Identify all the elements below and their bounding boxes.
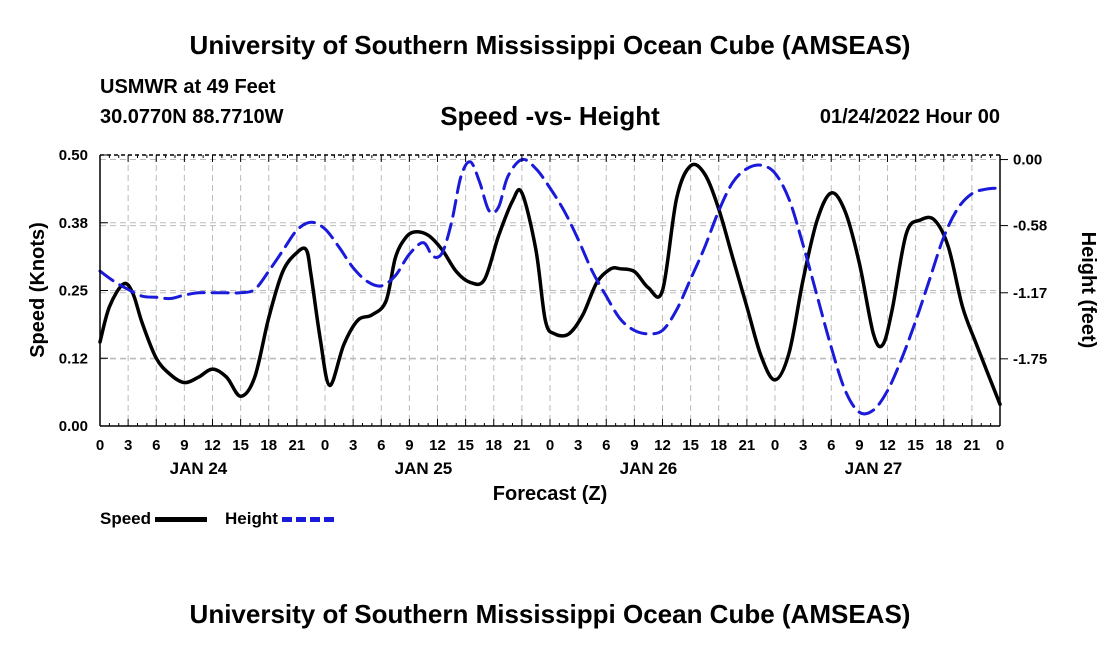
x-tick-label: 21	[289, 437, 306, 454]
x-tick-label: 0	[96, 437, 104, 454]
x-tick-label: 3	[349, 437, 357, 454]
x-tick-label: 18	[485, 437, 502, 454]
y-axis-left-label: Speed (Knots)	[27, 222, 49, 358]
y-left-tick-label: 0.12	[59, 350, 88, 367]
y-right-tick-label: -1.17	[1013, 285, 1047, 302]
x-tick-label: 3	[574, 437, 582, 454]
station-label: USMWR at 49 Feet	[100, 76, 276, 98]
x-tick-label: 21	[514, 437, 531, 454]
x-tick-label: 15	[907, 437, 924, 454]
x-tick-label: 18	[260, 437, 277, 454]
date-label: JAN 25	[395, 459, 453, 478]
x-tick-label: 0	[321, 437, 329, 454]
x-tick-label: 6	[152, 437, 160, 454]
coordinates-label: 30.0770N 88.7710W	[100, 106, 284, 128]
legend: Speed Height	[100, 509, 352, 529]
x-tick-label: 9	[630, 437, 638, 454]
x-tick-label: 3	[799, 437, 807, 454]
x-tick-label: 0	[996, 437, 1004, 454]
y-axis-right-label: Height (feet)	[1077, 232, 1099, 349]
chart-subtitle: Speed -vs- Height	[440, 101, 660, 131]
y-left-tick-label: 0.25	[59, 283, 88, 300]
axis-layer: 0 3 6 9 12 15 18 21 0 3 6 9 12 15 18 21 0 3 6 9 12 15 18 21 0 3 6 9…	[59, 147, 1047, 478]
y-right-tick-label: 0.00	[1013, 152, 1042, 169]
x-tick-label: 6	[827, 437, 835, 454]
speed-series-line	[98, 162, 1002, 407]
x-tick-label: 6	[602, 437, 610, 454]
y-left-tick-label: 0.50	[59, 147, 88, 164]
legend-speed-swatch	[155, 516, 208, 522]
x-tick-label: 21	[739, 437, 756, 454]
x-tick-label: 0	[546, 437, 554, 454]
x-tick-label: 3	[124, 437, 132, 454]
x-tick-label: 15	[682, 437, 699, 454]
x-tick-label: 21	[964, 437, 981, 454]
x-tick-label: 6	[377, 437, 385, 454]
legend-height-swatch	[281, 516, 334, 522]
x-tick-label: 12	[879, 437, 896, 454]
footer-title: University of Southern Mississippi Ocean…	[189, 599, 911, 629]
date-label: JAN 27	[845, 459, 903, 478]
legend-speed-label: Speed	[100, 509, 152, 528]
x-tick-label: 12	[204, 437, 221, 454]
y-right-tick-label: -1.75	[1013, 351, 1047, 368]
page-title: University of Southern Mississippi Ocean…	[189, 30, 911, 60]
x-tick-label: 9	[180, 437, 188, 454]
legend-height-label: Height	[225, 509, 278, 528]
x-tick-label: 9	[405, 437, 413, 454]
x-axis-label: Forecast (Z)	[493, 483, 607, 505]
x-tick-label: 12	[654, 437, 671, 454]
x-tick-label: 18	[710, 437, 727, 454]
x-tick-label: 9	[855, 437, 863, 454]
y-right-tick-label: -0.58	[1013, 218, 1047, 235]
series-layer	[98, 157, 1002, 416]
x-tick-label: 0	[771, 437, 779, 454]
date-label: JAN 24	[170, 459, 228, 478]
x-tick-label: 15	[457, 437, 474, 454]
forecast-datetime: 01/24/2022 Hour 00	[819, 106, 1000, 128]
date-label: JAN 26	[620, 459, 678, 478]
x-tick-label: 15	[232, 437, 249, 454]
x-tick-label: 18	[935, 437, 952, 454]
x-tick-label: 12	[429, 437, 446, 454]
y-left-tick-label: 0.00	[59, 418, 88, 435]
y-left-tick-label: 0.38	[59, 215, 88, 232]
